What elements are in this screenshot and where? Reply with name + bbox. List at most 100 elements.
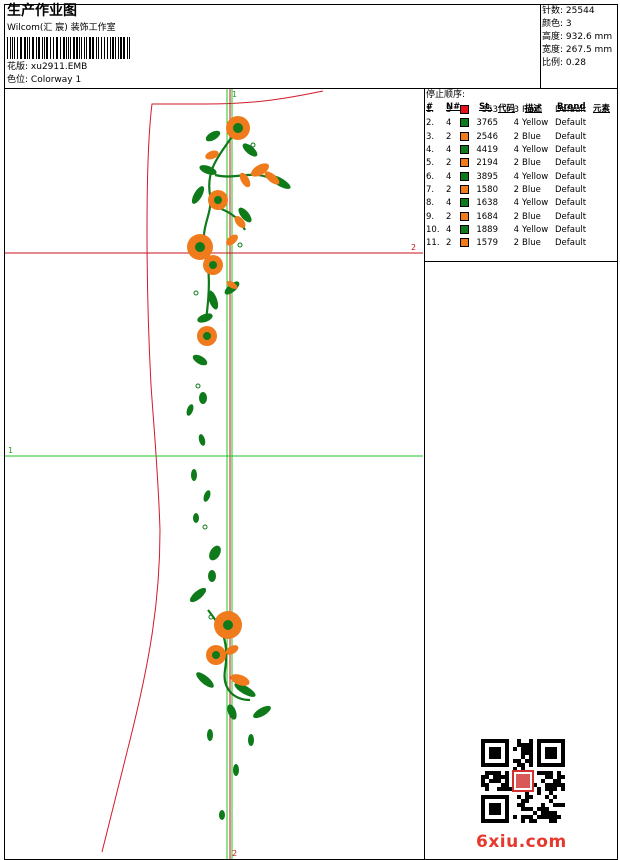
thread-desc: Blue xyxy=(522,158,541,169)
stat-label: 高度: xyxy=(542,32,564,42)
thread-num: 7. xyxy=(426,184,435,195)
thread-row: 5. 2 2194 2 Blue Default xyxy=(426,157,595,170)
flower xyxy=(214,611,242,639)
thread-row: 2. 4 3765 4 Yellow Default xyxy=(426,117,595,130)
flower xyxy=(203,255,223,275)
thread-row: 3. 2 2546 2 Blue Default xyxy=(426,131,595,144)
color-swatch-cell xyxy=(460,117,473,130)
color-swatch xyxy=(460,118,469,128)
thread-n: 3 xyxy=(446,105,452,116)
flower xyxy=(206,645,226,665)
site-logo: 6xiu.com xyxy=(476,832,567,852)
color-swatch xyxy=(460,145,469,155)
col-num: # xyxy=(426,102,434,112)
thread-desc: Blue xyxy=(522,238,541,249)
thread-n: 4 xyxy=(446,145,452,156)
thread-brand: Default xyxy=(555,224,587,235)
thread-st: 353 xyxy=(481,105,498,116)
thread-desc: Yellow xyxy=(522,171,549,182)
stat-label: 针数: xyxy=(542,6,564,16)
thread-n: 4 xyxy=(446,224,452,235)
col-n: N# xyxy=(446,102,461,112)
color-swatch xyxy=(460,131,469,141)
barcode xyxy=(7,37,130,59)
thread-code: 2 xyxy=(513,184,519,195)
thread-brand: Default xyxy=(555,118,587,129)
color-swatch-cell xyxy=(460,157,473,170)
color-swatch xyxy=(460,158,469,168)
thread-st: 1889 xyxy=(476,224,498,235)
thread-desc: Blue xyxy=(522,211,541,222)
thread-st: 4419 xyxy=(476,145,498,156)
thread-brand: Default xyxy=(555,158,587,169)
thread-code: 4 xyxy=(513,224,519,235)
thread-brand: Default xyxy=(555,238,587,249)
design-label: 花版: xyxy=(7,62,29,72)
thread-table: 1. 3 353 3 Red Default 2. 4 3765 4 Yellow Default 3.… xyxy=(426,104,595,250)
thread-st: 3765 xyxy=(476,118,498,129)
col-desc: 描述 xyxy=(525,104,543,114)
stat-value: 3 xyxy=(565,19,572,29)
stat-stitches: 针数: 25544 xyxy=(542,6,595,17)
design-canvas xyxy=(5,89,423,859)
color-swatch-cell xyxy=(460,104,473,117)
flower xyxy=(197,326,217,346)
thread-desc: Yellow xyxy=(522,224,549,235)
stat-value: 932.6 mm xyxy=(565,32,613,42)
stat-colors: 颜色: 3 xyxy=(542,19,572,30)
color-swatch-cell xyxy=(460,144,473,157)
colorway-line: 色位: Colorway 1 xyxy=(7,75,81,86)
thread-row: 8. 4 1638 4 Yellow Default xyxy=(426,197,595,210)
thread-panel-title: 停止顺序: xyxy=(426,90,466,100)
stat-scale: 比例: 0.28 xyxy=(542,58,586,69)
thread-desc: Blue xyxy=(522,184,541,195)
thread-panel-box xyxy=(424,88,618,262)
thread-row: 7. 2 1580 2 Blue Default xyxy=(426,184,595,197)
thread-desc: Red xyxy=(522,105,539,116)
subtitle: Wilcom(汇 宸) 装饰工作室 xyxy=(7,23,116,33)
stat-label: 比例: xyxy=(542,58,564,68)
thread-brand: Default xyxy=(555,131,587,142)
thread-n: 2 xyxy=(446,211,452,222)
col-code: 代码 xyxy=(498,104,516,114)
thread-num: 10. xyxy=(426,224,440,235)
embroidery-dots xyxy=(193,142,256,620)
color-swatch-cell xyxy=(460,184,473,197)
col-st: St. xyxy=(479,102,493,112)
thread-code: 2 xyxy=(513,238,519,249)
thread-n: 4 xyxy=(446,118,452,129)
stat-label: 宽度: xyxy=(542,45,564,55)
thread-st: 2546 xyxy=(476,131,498,142)
thread-n: 2 xyxy=(446,238,452,249)
thread-code: 4 xyxy=(513,118,519,129)
thread-num: 4. xyxy=(426,145,435,156)
thread-num: 6. xyxy=(426,171,435,182)
thread-row: 10. 4 1889 4 Yellow Default xyxy=(426,224,595,237)
color-swatch xyxy=(460,224,469,234)
color-swatch xyxy=(460,171,469,181)
stat-value: 267.5 mm xyxy=(565,45,613,55)
thread-desc: Yellow xyxy=(522,145,549,156)
color-swatch xyxy=(460,105,469,115)
garment-outline xyxy=(101,90,324,853)
thread-code: 2 xyxy=(513,131,519,142)
thread-num: 9. xyxy=(426,211,435,222)
thread-brand: Default xyxy=(555,171,587,182)
stat-width: 宽度: 267.5 mm xyxy=(542,45,612,56)
thread-n: 2 xyxy=(446,158,452,169)
thread-num: 1. xyxy=(426,105,435,116)
thread-st: 2194 xyxy=(476,158,498,169)
thread-desc: Yellow xyxy=(522,118,549,129)
vertical-guide-label-bottom: 2 xyxy=(232,849,238,858)
thread-row: 9. 2 1684 2 Blue Default xyxy=(426,210,595,223)
thread-st: 1579 xyxy=(476,238,498,249)
embroidery-buds xyxy=(205,150,280,686)
thread-n: 4 xyxy=(446,198,452,209)
stat-value: 0.28 xyxy=(565,58,586,68)
page-title: 生产作业图 xyxy=(7,3,77,19)
thread-st: 1638 xyxy=(476,198,498,209)
color-swatch-cell xyxy=(460,131,473,144)
thread-code: 2 xyxy=(513,211,519,222)
thread-brand: Default xyxy=(555,198,587,209)
flower xyxy=(208,190,228,210)
